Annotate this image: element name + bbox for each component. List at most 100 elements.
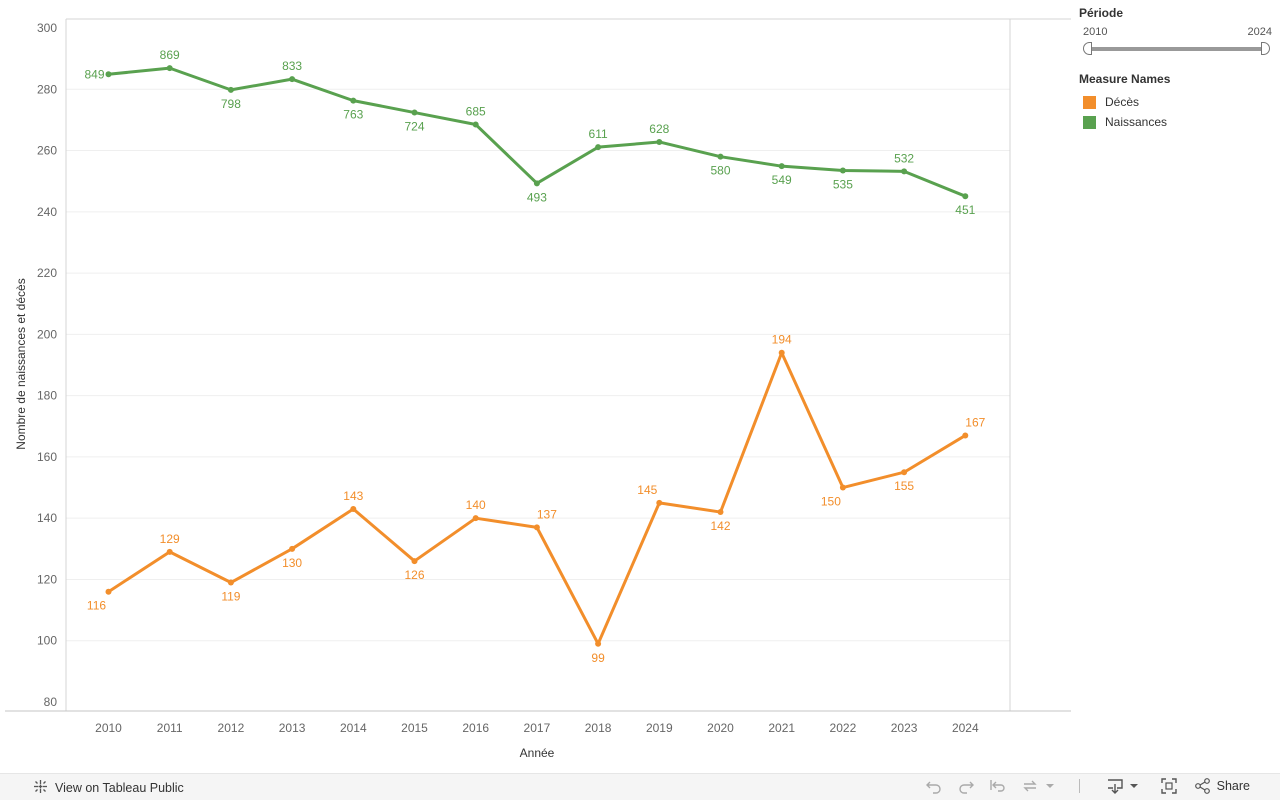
data-point-deces[interactable] — [717, 509, 724, 516]
data-point-naissances[interactable] — [595, 144, 602, 151]
x-tick-label: 2018 — [585, 721, 612, 735]
color-legend: Measure Names Décès Naissances — [1079, 72, 1274, 132]
data-point-naissances[interactable] — [656, 138, 663, 145]
x-tick-label: 2013 — [279, 721, 306, 735]
data-point-deces[interactable] — [289, 545, 296, 552]
data-label-deces: 130 — [282, 556, 302, 570]
data-point-deces[interactable] — [105, 588, 112, 595]
fullscreen-button[interactable] — [1160, 777, 1178, 795]
period-range-slider[interactable] — [1083, 42, 1270, 56]
data-point-deces[interactable] — [533, 524, 540, 531]
data-point-naissances[interactable] — [839, 167, 846, 174]
share-icon — [1194, 778, 1210, 794]
slider-handle-min[interactable] — [1083, 42, 1092, 55]
data-label-deces: 167 — [965, 415, 985, 429]
data-point-naissances[interactable] — [289, 76, 296, 83]
data-label-naissances: 869 — [160, 48, 180, 62]
view-on-tableau-link[interactable]: View on Tableau Public — [33, 779, 184, 797]
data-label-naissances: 798 — [221, 97, 241, 111]
data-label-deces: 99 — [591, 651, 605, 665]
data-point-deces[interactable] — [227, 579, 234, 586]
data-point-naissances[interactable] — [778, 163, 785, 170]
x-tick-label: 2022 — [830, 721, 857, 735]
data-point-deces[interactable] — [166, 548, 173, 555]
y-tick-label: 120 — [37, 572, 57, 586]
y-tick-label: 220 — [37, 266, 57, 280]
x-tick-label: 2012 — [218, 721, 245, 735]
x-tick-label: 2019 — [646, 721, 673, 735]
data-point-deces[interactable] — [472, 515, 479, 522]
redo-button[interactable] — [957, 777, 975, 795]
data-point-naissances[interactable] — [227, 86, 234, 93]
x-tick-label: 2023 — [891, 721, 918, 735]
y-tick-label: 80 — [44, 695, 58, 709]
y-tick-label: 140 — [37, 511, 57, 525]
data-point-deces[interactable] — [778, 349, 785, 356]
data-point-naissances[interactable] — [350, 97, 357, 104]
x-tick-label: 2016 — [462, 721, 489, 735]
undo-button[interactable] — [925, 777, 943, 795]
data-labels: 849 869 798 833 763 724 685 493 611 628 580 549 535 5… — [84, 48, 985, 665]
chevron-down-icon — [1129, 784, 1138, 788]
data-point-naissances[interactable] — [533, 180, 540, 187]
legend-item-deces[interactable]: Décès — [1079, 92, 1274, 112]
data-point-deces[interactable] — [901, 469, 908, 476]
data-label-deces: 137 — [537, 507, 557, 521]
data-point-naissances[interactable] — [166, 65, 173, 72]
data-label-deces: 129 — [160, 532, 180, 546]
refresh-button[interactable] — [1021, 777, 1057, 795]
y-tick-label: 300 — [37, 21, 57, 35]
download-icon — [1107, 779, 1123, 794]
data-label-deces: 194 — [772, 333, 792, 347]
data-point-naissances[interactable] — [472, 121, 479, 128]
x-tick-label: 2020 — [707, 721, 734, 735]
y-tick-label: 200 — [37, 327, 57, 341]
y-tick-label: 240 — [37, 205, 57, 219]
y-tick-label: 260 — [37, 144, 57, 158]
slider-track[interactable] — [1087, 47, 1266, 51]
data-label-naissances: 580 — [710, 164, 730, 178]
refresh-icon — [1022, 780, 1037, 792]
x-tick-label: 2015 — [401, 721, 428, 735]
data-label-deces: 116 — [87, 599, 106, 613]
x-tick-label: 2014 — [340, 721, 367, 735]
data-point-deces[interactable] — [656, 499, 663, 506]
data-point-deces[interactable] — [411, 558, 418, 565]
download-button[interactable] — [1106, 777, 1140, 795]
legend-item-naissances[interactable]: Naissances — [1079, 112, 1274, 132]
data-label-deces: 126 — [404, 568, 424, 582]
period-filter: Période 2010 2024 — [1079, 6, 1274, 56]
data-point-deces[interactable] — [839, 484, 846, 491]
data-point-naissances[interactable] — [962, 193, 969, 200]
legend-title: Measure Names — [1079, 72, 1171, 86]
y-tick-label: 100 — [37, 634, 57, 648]
data-point-naissances[interactable] — [105, 71, 112, 78]
side-panel: Période 2010 2024 Measure Names Décès Na… — [1079, 6, 1274, 132]
data-point-deces[interactable] — [962, 432, 969, 439]
y-tick-label: 160 — [37, 450, 57, 464]
period-max-label: 2024 — [1247, 26, 1272, 38]
data-point-naissances[interactable] — [411, 109, 418, 116]
data-label-naissances: 685 — [466, 105, 486, 119]
x-tick-label: 2010 — [95, 721, 122, 735]
fullscreen-icon — [1160, 778, 1177, 794]
data-label-naissances: 611 — [589, 127, 608, 141]
legend-label-naissances: Naissances — [1105, 115, 1168, 129]
series-group — [105, 65, 969, 647]
data-label-deces: 155 — [894, 479, 914, 493]
toolbar-actions: Share — [911, 777, 1250, 795]
slider-handle-max[interactable] — [1261, 42, 1270, 55]
data-point-deces[interactable] — [595, 640, 602, 647]
data-label-naissances: 549 — [772, 173, 792, 187]
data-point-naissances[interactable] — [717, 153, 724, 160]
data-label-deces: 145 — [637, 483, 657, 497]
data-label-naissances: 493 — [527, 190, 547, 204]
data-label-naissances: 535 — [833, 177, 853, 191]
view-on-tableau-label: View on Tableau Public — [55, 781, 184, 795]
revert-button[interactable] — [989, 777, 1007, 795]
y-axis-title: Nombre de naissances et décès — [14, 278, 28, 449]
share-button[interactable]: Share — [1194, 777, 1250, 795]
data-point-deces[interactable] — [350, 505, 357, 512]
data-point-naissances[interactable] — [901, 168, 908, 175]
data-label-naissances: 628 — [649, 122, 669, 136]
